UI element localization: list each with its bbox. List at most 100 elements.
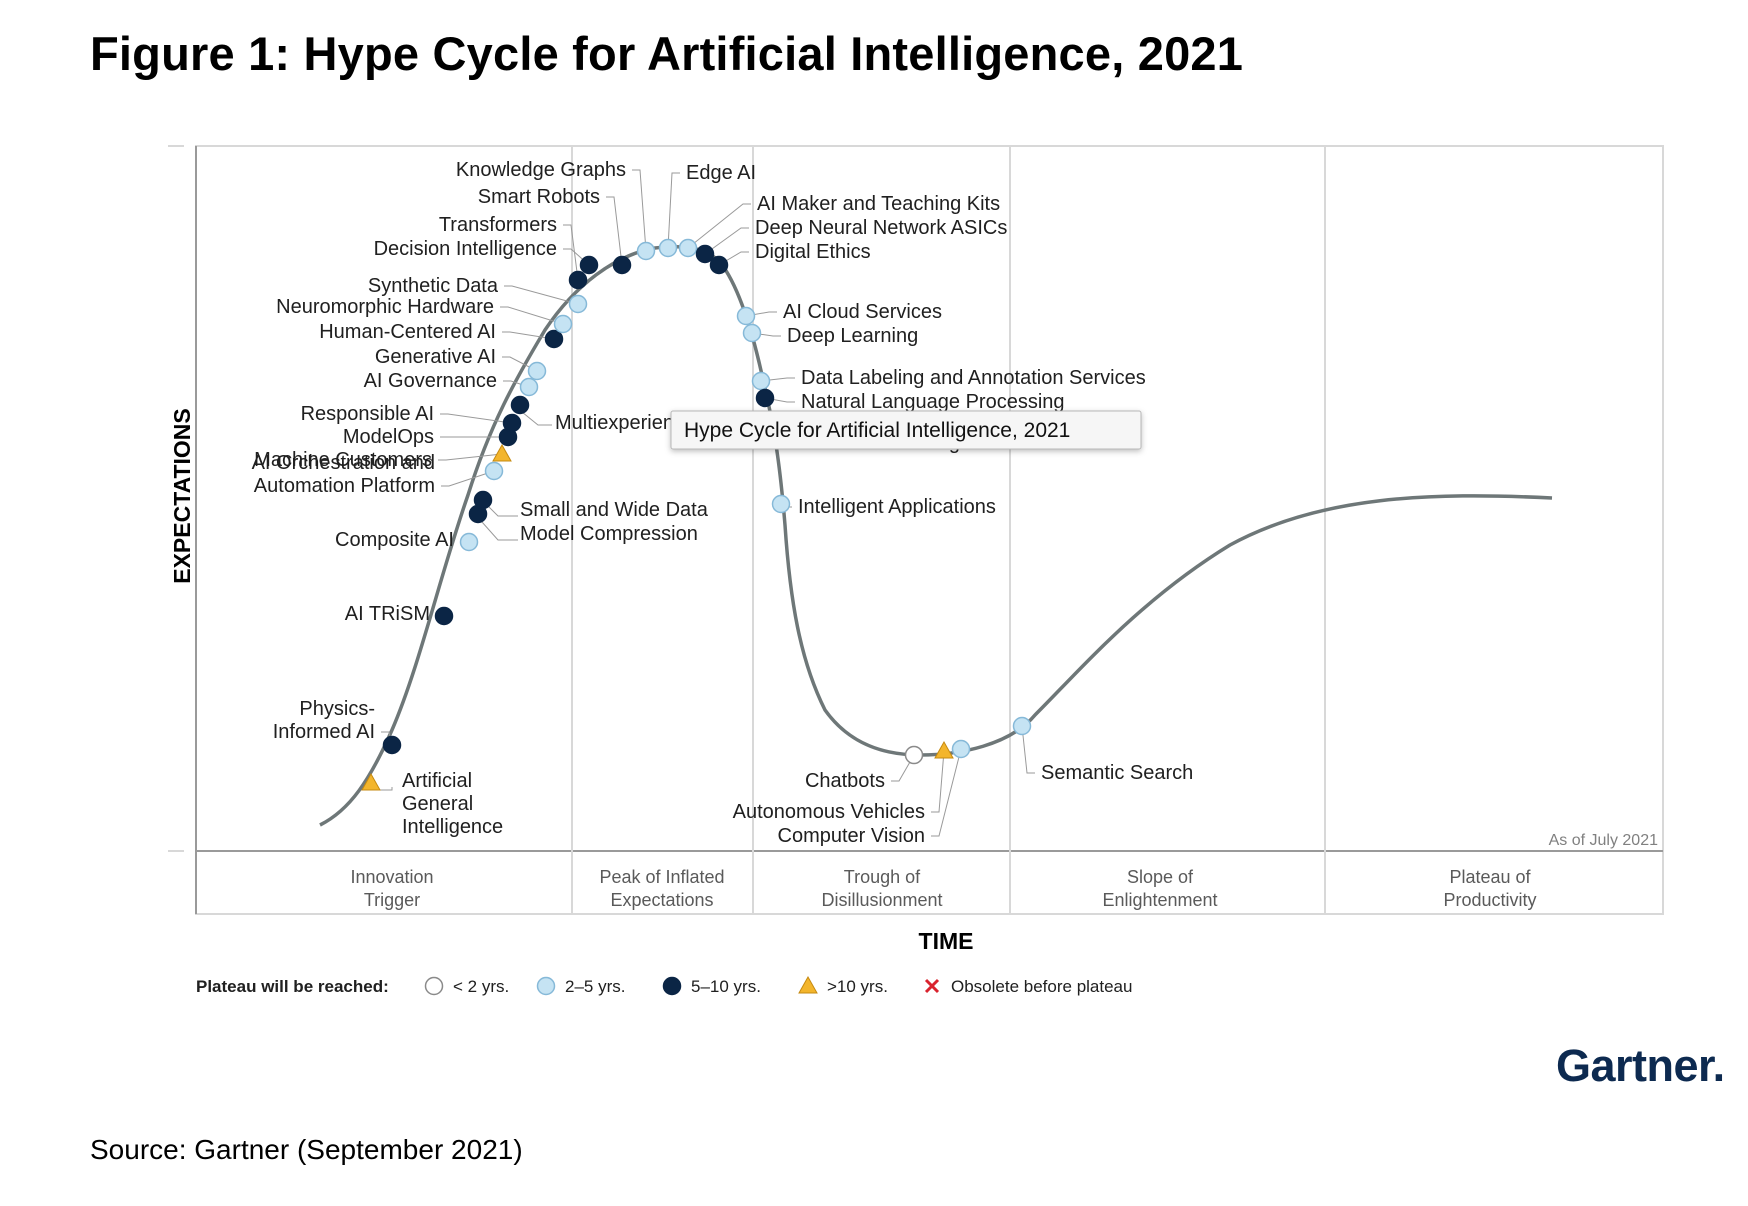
leader-line: [438, 453, 503, 461]
leader-line: [704, 227, 749, 255]
tech-marker: [695, 244, 715, 264]
legend-marker: [924, 978, 940, 994]
tech-marker: [361, 772, 381, 791]
phase-label: Enlightenment: [1102, 890, 1217, 910]
hype-curve-layer: [319, 245, 1553, 827]
tech-human-centered-ai: Human-Centered AI: [319, 321, 564, 349]
tech-label: Autonomous Vehicles: [733, 801, 925, 823]
phase-label: Productivity: [1443, 890, 1536, 910]
tech-marker: [484, 461, 504, 481]
leader-line: [500, 306, 564, 325]
tech-label: Transformers: [439, 214, 557, 236]
tech-label: Synthetic Data: [368, 275, 499, 297]
legend: Plateau will be reached: < 2 yrs. 2–5 yrs.…: [196, 975, 1132, 996]
tech-marker: [742, 323, 762, 343]
legend-item-2to5: 2–5 yrs.: [536, 976, 625, 996]
leader-line: [441, 470, 495, 487]
tech-marker: [568, 270, 588, 290]
tech-label: Deep Neural Network ASICs: [755, 217, 1007, 239]
leader-line: [1021, 725, 1035, 774]
tech-autonomous-vehicles: Autonomous Vehicles: [733, 740, 954, 823]
tech-label: Intelligence: [402, 816, 503, 838]
x-axis-title: TIME: [919, 928, 974, 954]
tech-label: AI Governance: [364, 370, 497, 392]
tech-marker: [473, 490, 493, 510]
tech-marker: [553, 314, 573, 334]
tech-label: Chatbots: [805, 770, 885, 792]
tech-deep-learning: Deep Learning: [742, 323, 918, 347]
legend-label: 2–5 yrs.: [565, 977, 625, 996]
tech-label: Decision Intelligence: [374, 238, 557, 260]
phase-label: Expectations: [610, 890, 713, 910]
tech-modelops: ModelOps: [343, 426, 518, 448]
tech-marker: [568, 294, 588, 314]
leader-line: [687, 203, 751, 249]
tech-label: Smart Robots: [478, 186, 600, 208]
tech-marker: [658, 238, 678, 258]
tech-smart-robots: Smart Robots: [478, 186, 632, 275]
tech-label: Digital Ethics: [755, 241, 871, 263]
tech-label: ModelOps: [343, 426, 434, 448]
tech-digital-ethics: Digital Ethics: [709, 241, 871, 275]
tech-decision-intelligence: Decision Intelligence: [374, 238, 599, 275]
tech-label: AI Cloud Services: [783, 301, 942, 323]
tech-marker: [1012, 716, 1032, 736]
tech-label: Model Compression: [520, 523, 698, 545]
tooltip-box: [670, 410, 1142, 450]
tech-deep-neural-network-asics: Deep Neural Network ASICs: [695, 217, 1007, 264]
tech-label: Composite AI: [335, 529, 454, 551]
tech-label: Semantic Search: [1041, 762, 1193, 784]
phase-label: Innovation: [350, 867, 433, 887]
legend-marker: [536, 976, 556, 996]
tech-knowledge-graphs: Knowledge Graphs: [456, 159, 656, 261]
leader-line: [606, 196, 623, 266]
as-of-note: As of July 2021: [1549, 832, 1659, 849]
phase-label: Trigger: [364, 890, 420, 910]
tech-ai-trism: AI TRiSM: [345, 603, 454, 626]
tech-multiexperience: Multiexperience: [510, 395, 695, 434]
leader-line: [440, 413, 513, 424]
tech-edge-ai: Edge AI: [658, 162, 756, 258]
tech-marker: [579, 255, 599, 275]
tech-ai-cloud-services: AI Cloud Services: [736, 301, 942, 326]
tech-marker: [678, 238, 698, 258]
tech-label: Machine Customers: [254, 449, 432, 471]
leader-line: [563, 224, 579, 281]
tech-marker: [736, 306, 756, 326]
tech-model-compression: Model Compression: [468, 504, 698, 545]
tech-label: Small and Wide Data: [520, 499, 709, 521]
tech-marker: [755, 388, 775, 408]
tech-ai-governance: AI Governance: [364, 370, 539, 397]
tech-synthetic-data: Synthetic Data: [368, 275, 588, 314]
tech-label: Neuromorphic Hardware: [276, 296, 494, 318]
legend-label: >10 yrs.: [827, 977, 888, 996]
leader-line: [481, 521, 518, 541]
tech-natural-language-processing: Natural Language Processing: [755, 388, 1065, 413]
legend-label: Obsolete before plateau: [951, 977, 1132, 996]
tech-marker: [519, 377, 539, 397]
tech-label: AI TRiSM: [345, 603, 430, 625]
tech-marker: [709, 255, 729, 275]
phase-label: Peak of Inflated: [599, 867, 724, 887]
tech-marker: [951, 739, 971, 759]
tech-marker: [636, 241, 656, 261]
hype-curve: [319, 245, 1553, 827]
leader-line: [931, 750, 945, 813]
gartner-logo: Gartner.: [1556, 1040, 1725, 1091]
leader-line: [891, 754, 915, 782]
tech-label: Deep Learning: [787, 325, 918, 347]
tech-marker: [382, 735, 402, 755]
tech-marker: [904, 745, 924, 765]
figure-title: Figure 1: Hype Cycle for Artificial Inte…: [90, 27, 1244, 80]
chart-text: Innovation Trigger Peak of Inflated Expecta…: [169, 408, 1658, 954]
tech-label: Knowledge Graphs: [456, 159, 626, 181]
tech-label: Natural Language Processing: [801, 391, 1065, 413]
tech-label: Computer Vision: [778, 825, 925, 847]
tech-label: Informed AI: [273, 721, 375, 743]
legend-item-lt2: < 2 yrs.: [424, 976, 509, 996]
tech-marker: [934, 740, 954, 759]
tech-data-labeling-and-annotation-services: Data Labeling and Annotation Services: [751, 367, 1146, 391]
legend-item-5to10: 5–10 yrs.: [662, 976, 761, 996]
tech-marker: [502, 413, 522, 433]
